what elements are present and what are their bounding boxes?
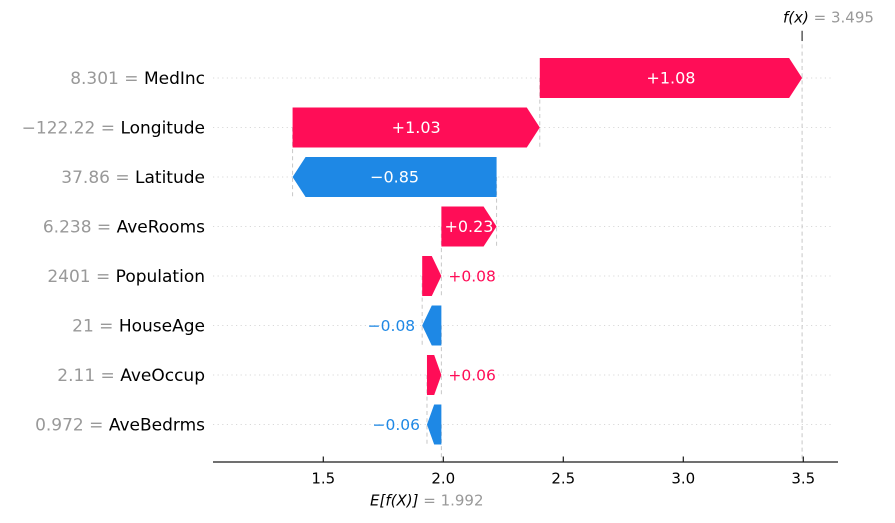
- bar-averooms: [441, 206, 497, 247]
- equals-sign: =: [84, 415, 109, 435]
- bar-label: +1.03: [392, 118, 441, 137]
- equals-sign: =: [91, 267, 116, 287]
- bar-longitude: [292, 107, 540, 148]
- feature-value: 6.238: [43, 217, 92, 237]
- feature-name: MedInc: [144, 69, 205, 89]
- x-tick-label: 3.0: [671, 469, 695, 487]
- feature-value: 21: [72, 316, 94, 336]
- equals-sign: =: [418, 491, 440, 509]
- equals-sign: =: [92, 217, 117, 237]
- feature-name: AveRooms: [117, 217, 206, 237]
- bar-label: +0.08: [448, 267, 496, 285]
- row-label: 2.11 = AveOccup: [57, 366, 205, 386]
- feature-value: 0.972: [35, 415, 84, 435]
- bar-avebedrms: [426, 404, 442, 445]
- equals-sign: =: [110, 168, 135, 188]
- x-tick-label: 1.5: [311, 469, 335, 487]
- bar-latitude: [292, 157, 497, 197]
- expected-value-annotation: E[f(X)] = 1.992: [370, 491, 484, 509]
- equals-sign: =: [94, 316, 119, 336]
- x-tick-label: 2.5: [551, 469, 575, 487]
- feature-name: Longitude: [120, 118, 205, 138]
- row-label: −122.22 = Longitude: [22, 118, 205, 138]
- bar-label: −0.06: [372, 416, 420, 434]
- feature-value: −122.22: [22, 118, 96, 138]
- bar-label: −0.08: [368, 317, 416, 335]
- fx-label: f(x): [783, 8, 809, 26]
- expected-value-label: E[f(X)]: [370, 491, 419, 509]
- feature-value: 2401: [47, 267, 90, 287]
- bar-houseage: [422, 305, 442, 346]
- x-tick-label: 2.0: [431, 469, 455, 487]
- feature-name: Latitude: [135, 168, 205, 188]
- bar-label: −0.85: [370, 168, 419, 187]
- bar-medinc: [539, 58, 803, 98]
- equals-sign: =: [809, 8, 831, 26]
- feature-value: 8.301: [70, 69, 119, 89]
- row-label: 21 = HouseAge: [72, 316, 205, 336]
- fx-value: 3.495: [831, 8, 874, 26]
- bar-population: [422, 256, 442, 296]
- fx-annotation: f(x) = 3.495: [783, 8, 874, 26]
- x-tick-label: 3.5: [791, 469, 815, 487]
- bar-aveoccup: [426, 355, 442, 395]
- equals-sign: =: [95, 366, 120, 386]
- equals-sign: =: [95, 118, 120, 138]
- feature-value: 2.11: [57, 366, 95, 386]
- feature-name: AveOccup: [120, 366, 205, 386]
- feature-name: HouseAge: [119, 316, 205, 336]
- row-label: 37.86 = Latitude: [61, 168, 205, 188]
- row-label: 6.238 = AveRooms: [43, 217, 205, 237]
- feature-name: AveBedrms: [109, 415, 205, 435]
- row-label: 8.301 = MedInc: [70, 69, 205, 89]
- feature-value: 37.86: [61, 168, 110, 188]
- row-label: 2401 = Population: [47, 267, 205, 287]
- bar-label: +1.08: [646, 69, 695, 88]
- expected-value-number: 1.992: [441, 491, 484, 509]
- equals-sign: =: [119, 69, 144, 89]
- row-label: 0.972 = AveBedrms: [35, 415, 205, 435]
- feature-name: Population: [116, 267, 205, 287]
- bar-label: +0.06: [448, 366, 496, 384]
- bar-label: +0.23: [444, 217, 493, 236]
